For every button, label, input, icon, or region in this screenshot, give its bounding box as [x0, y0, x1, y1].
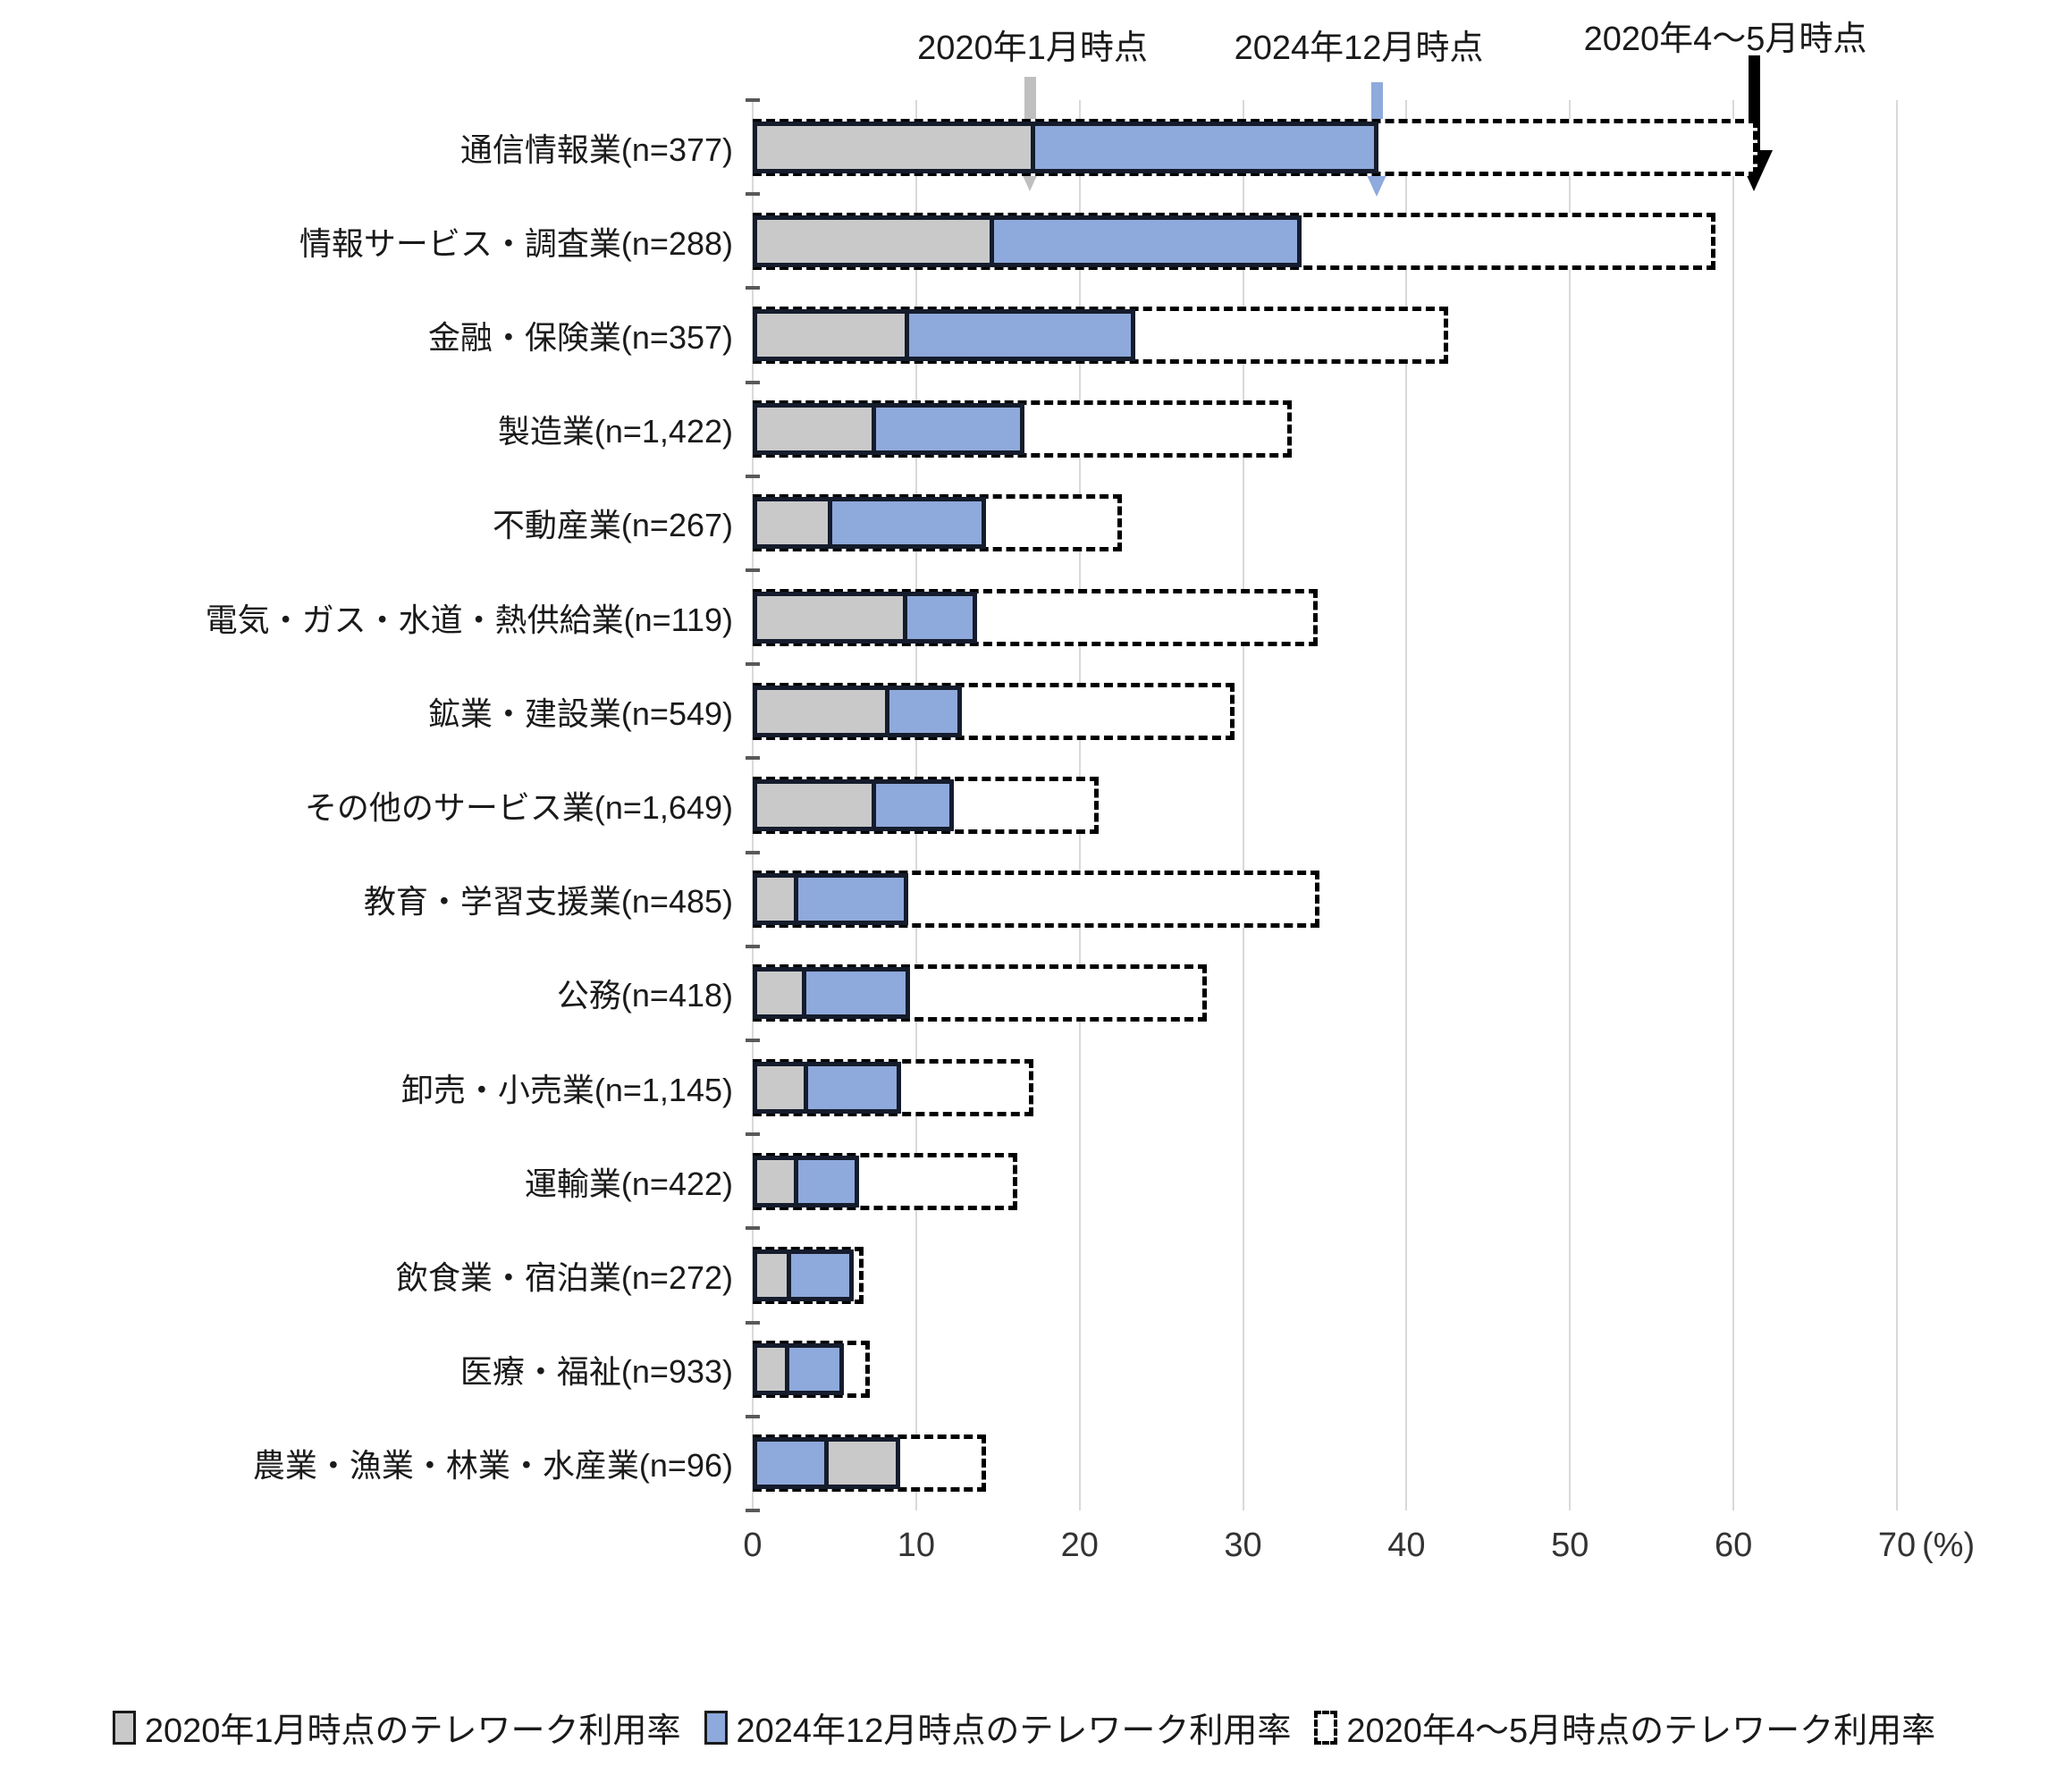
x-tick-label-40: 40 — [1387, 1527, 1426, 1564]
x-axis-unit-label: (%) — [1922, 1527, 1976, 1564]
x-tick-label-70: 70 — [1877, 1527, 1917, 1564]
x-tick-label-60: 60 — [1715, 1527, 1753, 1564]
x-tick-label-0: 0 — [743, 1527, 763, 1564]
bar-solid-jan2020-then-dec2024 — [753, 1155, 859, 1207]
bar-solid-jan2020-then-dec2024 — [753, 685, 963, 737]
category-label: 製造業(n=1,422) — [497, 413, 733, 450]
bar-segment-min — [757, 1442, 830, 1485]
category-axis-tick — [746, 98, 760, 102]
annotation-label-spring2020: 2020年4～5月時点 — [1583, 21, 1867, 58]
category-axis-tick — [746, 944, 760, 948]
category-label: 不動産業(n=267) — [492, 507, 733, 544]
gridline-50 — [1569, 100, 1572, 1510]
category-axis-tick — [746, 1226, 760, 1231]
legend-swatch-dashed-outline — [1314, 1710, 1338, 1745]
category-axis-tick — [746, 756, 760, 761]
category-label: 鉱業・建設業(n=549) — [427, 694, 733, 732]
category-label: 卸売・小売業(n=1,145) — [400, 1071, 733, 1108]
legend-item-jan2020: 2020年1月時点のテレワーク利用率 — [112, 1703, 681, 1752]
category-axis-tick — [746, 850, 760, 854]
category-axis-tick — [746, 1414, 760, 1418]
bar-solid-jan2020-then-dec2024 — [753, 1061, 902, 1114]
legend-swatch-gray-filled — [112, 1710, 136, 1745]
x-tick-label-10: 10 — [897, 1527, 935, 1564]
bar-segment-min — [757, 1159, 798, 1203]
bar-segment-min — [757, 784, 877, 827]
category-axis-tick — [746, 662, 760, 667]
bar-solid-jan2020-then-dec2024 — [753, 403, 1024, 456]
bar-solid-jan2020-then-dec2024 — [753, 1343, 845, 1396]
annotation-label-dec2024: 2024年12月時点 — [1234, 29, 1484, 67]
legend-label: 2024年12月時点のテレワーク利用率 — [736, 1712, 1292, 1750]
category-label: 情報サービス・調査業(n=288) — [299, 224, 733, 262]
bar-segment-min — [757, 1348, 790, 1392]
bar-solid-jan2020-then-dec2024 — [753, 873, 908, 926]
bar-segment-min — [757, 501, 832, 545]
category-label: 医療・福祉(n=933) — [459, 1353, 733, 1391]
gridline-60 — [1732, 100, 1735, 1510]
chart-legend: 2020年1月時点のテレワーク利用率 2024年12月時点のテレワーク利用率 202… — [0, 1703, 2048, 1752]
bar-solid-jan2020-then-dec2024 — [753, 215, 1302, 267]
bar-solid-jan2020-then-dec2024 — [753, 967, 910, 1020]
legend-label: 2020年4～5月時点のテレワーク利用率 — [1346, 1712, 1936, 1750]
category-label: その他のサービス業(n=1,649) — [304, 788, 733, 826]
bar-segment-min — [757, 408, 877, 451]
bar-segment-min — [757, 219, 994, 263]
bar-segment-min — [757, 314, 909, 357]
gridline-40 — [1405, 100, 1408, 1510]
category-label: 通信情報業(n=377) — [459, 130, 733, 168]
x-tick-label-20: 20 — [1060, 1527, 1099, 1564]
bar-solid-jan2020-then-dec2024 — [753, 497, 987, 550]
legend-item-dec2024: 2024年12月時点のテレワーク利用率 — [704, 1703, 1292, 1752]
bar-segment-min — [757, 1065, 808, 1109]
category-axis-tick — [746, 1132, 760, 1137]
legend-label: 2020年1月時点のテレワーク利用率 — [144, 1712, 681, 1750]
category-label: 教育・学習支援業(n=485) — [363, 883, 733, 921]
category-label: 運輸業(n=422) — [524, 1165, 733, 1202]
bar-segment-min — [757, 689, 889, 733]
annotation-label-jan2020: 2020年1月時点 — [917, 29, 1148, 67]
bar-segment-min — [757, 595, 908, 639]
bar-solid-jan2020-then-dec2024 — [753, 779, 954, 831]
x-tick-label-30: 30 — [1224, 1527, 1262, 1564]
bar-segment-min — [757, 1254, 792, 1297]
bar-solid-jan2020-then-dec2024 — [753, 121, 1379, 173]
category-axis-tick — [746, 1509, 760, 1512]
category-label: 農業・漁業・林業・水産業(n=96) — [252, 1447, 733, 1485]
category-axis-tick — [746, 1320, 760, 1325]
category-axis-tick — [746, 286, 760, 290]
gridline-30 — [1242, 100, 1244, 1510]
category-axis-tick — [746, 568, 760, 572]
bar-segment-min — [757, 878, 798, 921]
category-label: 電気・ガス・水道・熱供給業(n=119) — [205, 601, 733, 638]
legend-swatch-blue-filled — [704, 1710, 728, 1745]
bar-solid-jan2020-then-dec2024 — [753, 1249, 855, 1301]
bar-segment-min — [757, 972, 806, 1015]
bar-segment-min — [757, 125, 1035, 169]
plot-area — [746, 98, 1899, 1512]
bar-solid-dec2024-then-jan2020 — [753, 1437, 900, 1490]
category-label: 公務(n=418) — [556, 977, 733, 1014]
category-axis-tick — [746, 192, 760, 197]
category-label: 飲食業・宿泊業(n=272) — [395, 1258, 733, 1296]
category-axis-tick — [746, 1039, 760, 1042]
category-axis-tick — [746, 474, 760, 478]
bar-solid-jan2020-then-dec2024 — [753, 309, 1135, 361]
category-axis-tick — [746, 380, 760, 384]
gridline-70 — [1896, 100, 1898, 1510]
legend-item-spring2020: 2020年4～5月時点のテレワーク利用率 — [1314, 1703, 1935, 1752]
bar-solid-jan2020-then-dec2024 — [753, 591, 977, 644]
category-label: 金融・保険業(n=357) — [427, 318, 733, 356]
x-tick-label-50: 50 — [1551, 1527, 1589, 1564]
